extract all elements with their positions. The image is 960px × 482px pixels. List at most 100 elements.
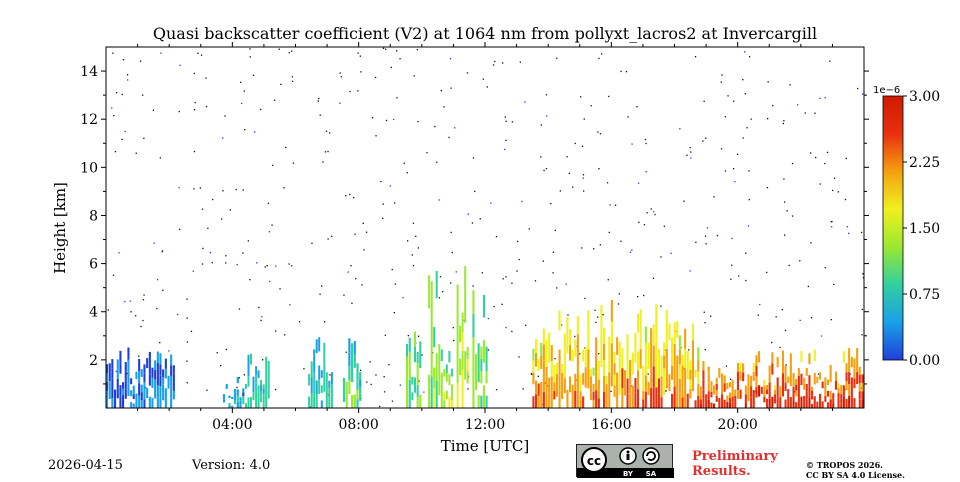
noise-speck: [824, 267, 826, 269]
heat-cell: [587, 310, 590, 330]
heat-cell: [840, 394, 843, 399]
x-axis-label: Time [UTC]: [440, 437, 530, 455]
heat-cell: [127, 347, 130, 360]
noise-speck: [450, 231, 452, 234]
heat-cell: [135, 371, 138, 379]
heat-cell: [779, 402, 782, 408]
noise-speck: [186, 341, 189, 343]
heat-cell: [566, 389, 569, 408]
heat-cell: [563, 378, 566, 394]
heat-cell: [466, 359, 469, 372]
heat-cell: [605, 392, 608, 400]
noise-speck: [274, 99, 276, 101]
heat-cell: [170, 375, 173, 387]
heat-cell: [106, 381, 109, 391]
noise-speck: [443, 106, 445, 108]
noise-speck: [112, 274, 115, 276]
noise-speck: [200, 54, 203, 56]
heat-cell: [257, 385, 260, 393]
heat-cell: [853, 358, 856, 369]
heat-cell: [610, 321, 613, 344]
heat-cell: [448, 373, 451, 386]
heat-cell: [747, 381, 750, 388]
noise-speck: [713, 196, 715, 198]
noise-speck: [406, 172, 408, 174]
noise-speck: [788, 264, 790, 267]
heat-cell: [613, 352, 616, 364]
noise-speck: [784, 329, 787, 332]
heat-cell: [313, 372, 316, 385]
heat-cell: [542, 376, 545, 393]
heat-cell: [845, 381, 848, 391]
heat-cell: [678, 393, 681, 408]
heat-cell: [837, 403, 840, 408]
heat-cell: [545, 380, 548, 395]
heat-cell: [710, 391, 713, 398]
heat-cell: [697, 347, 700, 360]
heat-cell: [699, 395, 702, 400]
heat-cell: [170, 397, 173, 408]
noise-speck: [744, 93, 746, 95]
colorbar-tick-label: 0.75: [909, 287, 940, 303]
noise-speck: [354, 233, 356, 235]
heat-cell: [766, 403, 769, 408]
heat-cell: [856, 372, 859, 385]
heat-cell: [255, 382, 258, 392]
heat-cell: [848, 384, 851, 397]
heat-cell: [673, 343, 676, 366]
heat-cell: [626, 393, 629, 408]
noise-speck: [366, 381, 368, 383]
noise-speck: [278, 48, 280, 50]
heat-cell: [124, 389, 127, 399]
noise-speck: [702, 140, 704, 142]
heat-cell: [726, 395, 729, 402]
heat-cell: [247, 354, 250, 366]
heat-cell: [755, 365, 758, 377]
noise-speck: [663, 225, 665, 227]
heat-cell: [642, 399, 645, 408]
noise-speck: [582, 177, 584, 179]
noise-speck: [340, 76, 342, 78]
heat-cell: [731, 391, 734, 397]
heat-cell: [768, 365, 771, 375]
noise-speck: [363, 249, 365, 251]
noise-speck: [695, 241, 697, 243]
heat-cell: [731, 379, 734, 386]
noise-speck: [222, 137, 224, 139]
heat-cell: [571, 396, 574, 408]
heat-cell: [739, 371, 742, 381]
noise-speck: [689, 147, 691, 149]
heat-cell: [634, 393, 637, 408]
noise-speck: [186, 382, 188, 384]
heat-cell: [858, 375, 861, 384]
heat-cell: [681, 397, 684, 408]
noise-speck: [178, 187, 180, 189]
heat-cell: [464, 294, 467, 323]
heat-cell: [328, 394, 331, 402]
noise-speck: [127, 79, 129, 81]
noise-speck: [479, 218, 481, 220]
heat-cell: [845, 372, 848, 382]
noise-speck: [426, 152, 428, 154]
heat-cell: [691, 340, 694, 358]
badge-sa-label: SA: [646, 470, 657, 478]
heat-cell: [143, 364, 146, 374]
heat-cell: [260, 379, 263, 386]
heat-cell: [713, 385, 716, 390]
noise-speck: [238, 377, 240, 379]
heat-cell: [637, 389, 640, 408]
noise-speck: [252, 74, 255, 76]
noise-speck: [505, 120, 507, 122]
heat-cell: [548, 347, 551, 363]
heat-cell: [647, 342, 650, 356]
heat-cell: [592, 367, 595, 376]
heat-cell: [650, 328, 653, 349]
heat-cell: [582, 396, 585, 408]
heat-cell: [800, 350, 803, 363]
heat-cell: [848, 348, 851, 361]
noise-speck: [783, 120, 785, 122]
noise-speck: [118, 252, 120, 254]
noise-speck: [317, 100, 319, 102]
noise-speck: [750, 118, 752, 120]
heat-cell: [459, 358, 462, 376]
